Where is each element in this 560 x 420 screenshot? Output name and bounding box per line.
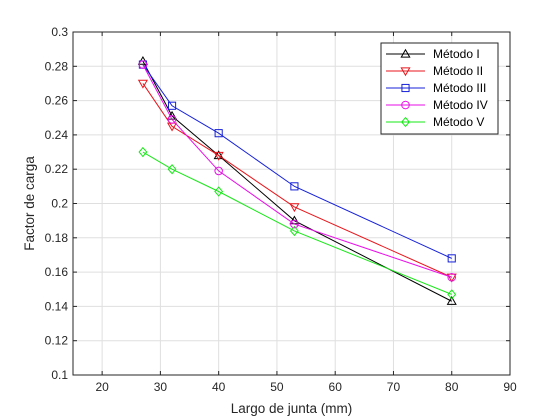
y-axis-label: Factor de carga xyxy=(22,156,37,251)
series-line xyxy=(142,83,452,278)
data-point xyxy=(447,254,456,263)
data-point xyxy=(214,129,223,138)
y-tick-label: 0.26 xyxy=(45,94,69,108)
data-point xyxy=(138,60,148,69)
y-tick-label: 0.22 xyxy=(45,162,69,176)
data-point xyxy=(167,164,177,175)
x-tick-label: 60 xyxy=(329,380,343,394)
series-2 xyxy=(137,79,457,283)
legend-label: Método III xyxy=(433,81,486,95)
legend-marker xyxy=(401,100,410,110)
x-tick-label: 20 xyxy=(95,380,109,394)
legend-entry: Método V xyxy=(386,115,484,129)
x-tick-label: 30 xyxy=(154,380,168,394)
data-point xyxy=(167,115,177,124)
data-point xyxy=(446,273,457,283)
data-point xyxy=(447,272,457,282)
data-point xyxy=(446,296,457,305)
data-point xyxy=(289,203,300,213)
legend-entry: Método IV xyxy=(386,98,488,112)
y-tick-label: 0.14 xyxy=(45,299,69,313)
series-line xyxy=(142,64,452,259)
data-point xyxy=(214,186,224,197)
y-tick-label: 0.28 xyxy=(45,59,69,73)
legend-marker xyxy=(401,116,410,128)
data-point xyxy=(213,151,224,161)
data-point xyxy=(290,219,299,229)
y-tick-label: 0.2 xyxy=(51,197,68,211)
legend-marker xyxy=(401,83,410,93)
data-point xyxy=(213,150,224,160)
x-axis-label: Largo de junta (mm) xyxy=(231,401,353,416)
legend-entry: Método I xyxy=(386,47,480,61)
x-tick-label: 70 xyxy=(387,380,401,394)
legend-entry: Método II xyxy=(386,64,483,78)
data-point xyxy=(138,146,148,158)
series-line xyxy=(142,151,452,295)
data-point xyxy=(214,166,223,176)
series-3 xyxy=(138,60,456,263)
data-point xyxy=(167,101,177,110)
legend-marker xyxy=(400,67,411,77)
legend-marker xyxy=(400,48,411,58)
legend: Método I Método II Método III Método IV Méto… xyxy=(380,42,499,135)
y-tick-label: 0.18 xyxy=(45,231,69,245)
data-point xyxy=(290,182,299,191)
y-tick-label: 0.3 xyxy=(51,25,68,39)
series-4 xyxy=(138,60,457,282)
x-tick-label: 80 xyxy=(445,380,459,394)
x-tick-label: 40 xyxy=(212,380,226,394)
series-5 xyxy=(138,146,457,300)
axes: 20 30 40 50 60 70 80 90 0.1 0.12 0.14 0.16 0.18 0.2 0.… xyxy=(45,25,517,394)
data-point xyxy=(447,289,457,300)
legend-label: Método V xyxy=(433,115,484,129)
legend-label: Método II xyxy=(433,64,483,78)
y-tick-label: 0.1 xyxy=(51,368,68,382)
x-tick-label: 90 xyxy=(503,380,517,394)
x-tick-label: 50 xyxy=(270,380,284,394)
y-tick-label: 0.16 xyxy=(45,265,69,279)
data-point xyxy=(289,225,299,237)
data-point xyxy=(137,79,148,89)
legend-entry: Método III xyxy=(386,81,486,95)
y-tick-label: 0.24 xyxy=(45,128,69,142)
y-tick-label: 0.12 xyxy=(45,334,69,348)
legend-label: Método IV xyxy=(433,98,488,112)
series xyxy=(137,55,457,305)
series-line xyxy=(142,64,452,278)
legend-label: Método I xyxy=(433,47,480,61)
